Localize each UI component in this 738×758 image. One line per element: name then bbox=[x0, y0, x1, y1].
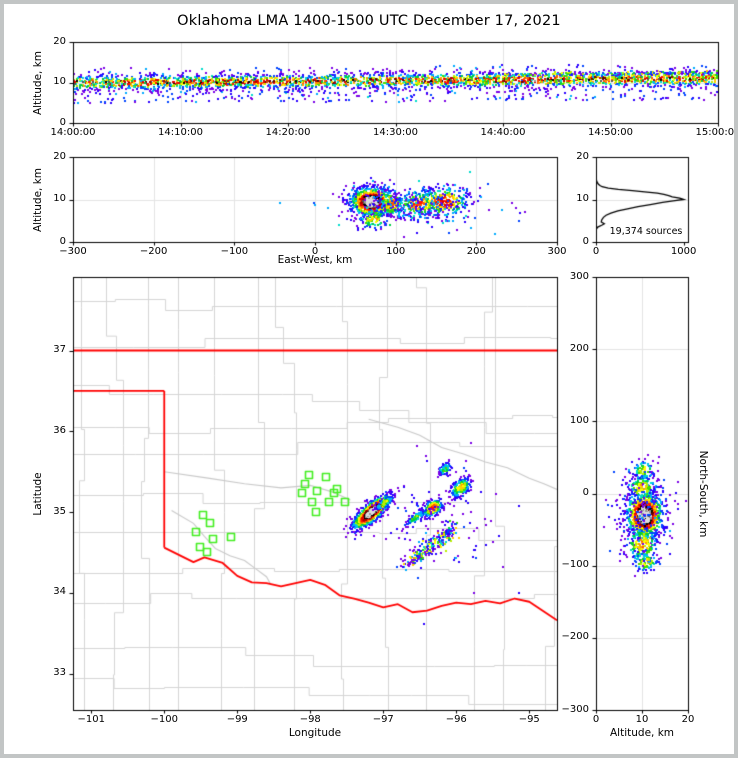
hist-ytick-label: 0 bbox=[582, 235, 589, 247]
ns-ytick-label: 200 bbox=[569, 342, 589, 354]
map-ytick-label: 36 bbox=[53, 424, 66, 436]
map-ytick-label: 34 bbox=[53, 586, 66, 598]
time-ytick-label: 0 bbox=[59, 116, 66, 128]
map-xtick-label: −101 bbox=[77, 714, 105, 725]
ew-ytick-label: 0 bbox=[59, 235, 66, 247]
ns-panel-xlabel: Altitude, km bbox=[609, 727, 675, 739]
ew-ytick-label: 20 bbox=[53, 150, 66, 162]
ns-ytick-label: −100 bbox=[561, 559, 589, 571]
map-xtick-label: −97 bbox=[372, 714, 394, 725]
map-ytick-label: 33 bbox=[53, 667, 66, 679]
map-xtick-label: −99 bbox=[226, 714, 248, 725]
hist-ytick-label: 20 bbox=[576, 150, 589, 162]
map-ytick-label: 37 bbox=[53, 344, 66, 355]
time-xtick-label: 14:00:00 bbox=[50, 127, 96, 138]
map-panel-xlabel: Longitude bbox=[288, 727, 342, 739]
ns-panel-ylabel-right: North-South, km bbox=[697, 450, 709, 538]
ew-xtick-label: −100 bbox=[220, 246, 249, 257]
map-xtick-label: −100 bbox=[150, 714, 178, 725]
ew-panel-xlabel: East-West, km bbox=[277, 254, 353, 266]
ew-xtick-label: 300 bbox=[547, 246, 567, 257]
ew-xtick-label: 100 bbox=[386, 246, 406, 257]
time-xtick-label: 14:20:00 bbox=[265, 127, 311, 138]
time-ytick-label: 20 bbox=[53, 35, 66, 47]
time-xtick-label: 14:30:00 bbox=[373, 127, 418, 138]
time-xtick-label: 14:10:00 bbox=[158, 127, 203, 138]
ns-ytick-label: 0 bbox=[582, 487, 589, 498]
hist-ytick-label: 10 bbox=[576, 193, 589, 204]
time-xtick-label: 14:40:00 bbox=[480, 127, 526, 138]
source-count-annotation: 19,374 sources bbox=[609, 226, 683, 237]
ew-xtick-label: −300 bbox=[59, 246, 87, 257]
time-xtick-label: 15:00:00 bbox=[695, 127, 738, 138]
time-xtick-label: 14:50:00 bbox=[588, 127, 633, 138]
ns-xtick-label: 20 bbox=[681, 714, 695, 725]
time-ytick-label: 10 bbox=[53, 76, 66, 87]
ew-xtick-label: −200 bbox=[139, 246, 168, 257]
ns-ytick-label: −200 bbox=[561, 631, 589, 643]
figure-title: Oklahoma LMA 1400-1500 UTC December 17, … bbox=[177, 13, 561, 29]
ew-ytick-label: 10 bbox=[53, 193, 66, 204]
map-xtick-label: −96 bbox=[445, 714, 467, 725]
ns-xtick-label: 0 bbox=[592, 714, 600, 725]
ew-xtick-label: 0 bbox=[311, 246, 319, 257]
map-xtick-label: −95 bbox=[518, 714, 540, 725]
ns-ytick-label: 100 bbox=[569, 414, 589, 426]
ns-ytick-label: −300 bbox=[561, 703, 589, 715]
ns-xtick-label: 10 bbox=[635, 714, 649, 725]
ew-xtick-label: 200 bbox=[466, 246, 486, 257]
hist-xtick-label: 1000 bbox=[670, 246, 697, 257]
map-ytick-label: 35 bbox=[53, 505, 66, 517]
map-xtick-label: −98 bbox=[299, 714, 321, 725]
hist-xtick-label: 0 bbox=[592, 246, 600, 257]
ns-ytick-label: 300 bbox=[569, 270, 589, 282]
